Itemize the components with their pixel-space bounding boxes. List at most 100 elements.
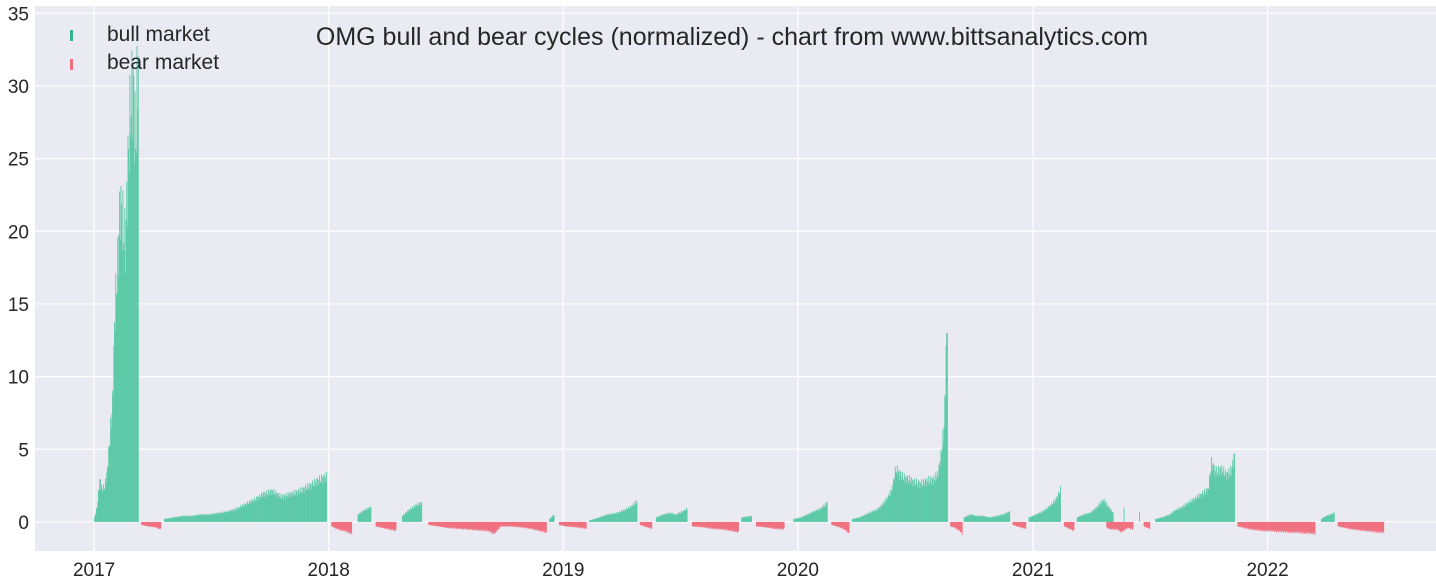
- bear-bar: [1266, 521, 1268, 530]
- bear-bar: [334, 521, 336, 528]
- bull-bar: [612, 513, 614, 522]
- bear-bar: [459, 521, 461, 530]
- bear-bar: [1255, 521, 1257, 530]
- bull-bar: [130, 134, 132, 522]
- bull-bar: [222, 511, 224, 522]
- bull-bar: [1184, 503, 1186, 522]
- bull-bar: [799, 518, 801, 522]
- bull-bar: [289, 492, 291, 522]
- bear-bar: [1021, 521, 1023, 529]
- bull-bar: [1029, 516, 1031, 522]
- bear-bar: [1269, 521, 1271, 530]
- bull-bar: [860, 517, 862, 522]
- bull-bar: [889, 496, 890, 522]
- bull-bar: [248, 503, 250, 522]
- bull-bar: [905, 476, 907, 522]
- bear-bar: [1250, 521, 1252, 529]
- bear-bar: [1338, 521, 1340, 527]
- bull-bar: [932, 484, 934, 522]
- bear-bar: [389, 521, 391, 530]
- bull-bar: [268, 495, 270, 522]
- data-bars: [94, 45, 1385, 535]
- bear-bar: [430, 521, 432, 525]
- bear-bar: [440, 521, 442, 528]
- bear-bar: [1016, 521, 1018, 527]
- bear-bar: [641, 521, 642, 526]
- bull-bar: [213, 514, 214, 522]
- bear-bar: [1357, 521, 1359, 529]
- bull-bar: [615, 512, 617, 522]
- bull-bar: [186, 516, 188, 522]
- bear-bar: [724, 521, 726, 531]
- bear-bar: [757, 521, 759, 527]
- bull-bar: [921, 485, 923, 522]
- bear-bar: [951, 521, 953, 528]
- bull-bar: [1059, 493, 1061, 522]
- bear-bar: [495, 521, 497, 533]
- bear-bar: [1019, 521, 1021, 528]
- bear-bar: [1359, 521, 1361, 530]
- bear-bar: [709, 521, 711, 529]
- bear-bar: [1291, 521, 1293, 533]
- bull-bar: [1081, 516, 1083, 522]
- bull-bar: [1052, 504, 1054, 522]
- bear-bar: [1288, 521, 1290, 534]
- bear-bar: [762, 521, 764, 527]
- bull-bar: [919, 481, 921, 522]
- bull-bar: [203, 513, 205, 522]
- bear-bar: [544, 521, 546, 531]
- bear-bar: [155, 521, 157, 527]
- bear-bar: [1313, 521, 1315, 534]
- bear-bar: [1284, 521, 1286, 533]
- bull-bar: [1101, 500, 1103, 522]
- bull-bar: [983, 516, 985, 522]
- bull-bar: [136, 45, 138, 522]
- bull-bar: [865, 513, 867, 522]
- bear-bar: [1299, 521, 1301, 533]
- bull-bar: [617, 512, 619, 522]
- bear-bar: [1132, 521, 1133, 530]
- bull-bar: [272, 494, 274, 522]
- bull-bar: [192, 515, 194, 522]
- bull-bar: [931, 478, 933, 522]
- bull-bar: [665, 514, 667, 522]
- bull-bar: [301, 491, 302, 522]
- bull-bar: [606, 515, 608, 522]
- bull-bar: [1002, 515, 1004, 522]
- bull-bar: [1333, 514, 1335, 522]
- bear-bar: [467, 521, 469, 529]
- bear-bar: [1346, 521, 1348, 528]
- bull-bar: [745, 517, 747, 522]
- bear-bar: [1338, 521, 1340, 526]
- bull-bar: [808, 515, 810, 522]
- bear-bar: [393, 521, 395, 530]
- bear-bar: [443, 521, 445, 528]
- bull-bar: [1000, 515, 1002, 522]
- bull-bar: [662, 514, 664, 522]
- bear-bar: [1380, 521, 1381, 532]
- bull-bar: [188, 516, 190, 522]
- bear-bar: [575, 521, 577, 528]
- bull-bar: [1123, 507, 1125, 522]
- bear-bar: [566, 521, 568, 527]
- bull-bar: [190, 516, 192, 522]
- bear-bar: [698, 521, 700, 527]
- bear-bar: [1285, 521, 1287, 531]
- bull-bar: [1234, 453, 1236, 522]
- bear-bar: [711, 521, 713, 528]
- bear-bar: [1340, 521, 1342, 527]
- bull-bar: [106, 466, 108, 522]
- bear-bar: [732, 521, 734, 531]
- bear-bar: [579, 521, 581, 528]
- bear-bar: [1066, 521, 1068, 528]
- bull-bar: [935, 472, 937, 522]
- bull-bar: [886, 497, 888, 522]
- bull-bar: [251, 503, 253, 522]
- bull-bar: [281, 499, 283, 522]
- bear-bar: [340, 521, 342, 530]
- bear-bar: [479, 521, 481, 530]
- bull-bar: [218, 512, 220, 522]
- bear-bar: [1263, 521, 1265, 531]
- bear-bar: [736, 521, 738, 531]
- bear-bar: [1238, 521, 1239, 526]
